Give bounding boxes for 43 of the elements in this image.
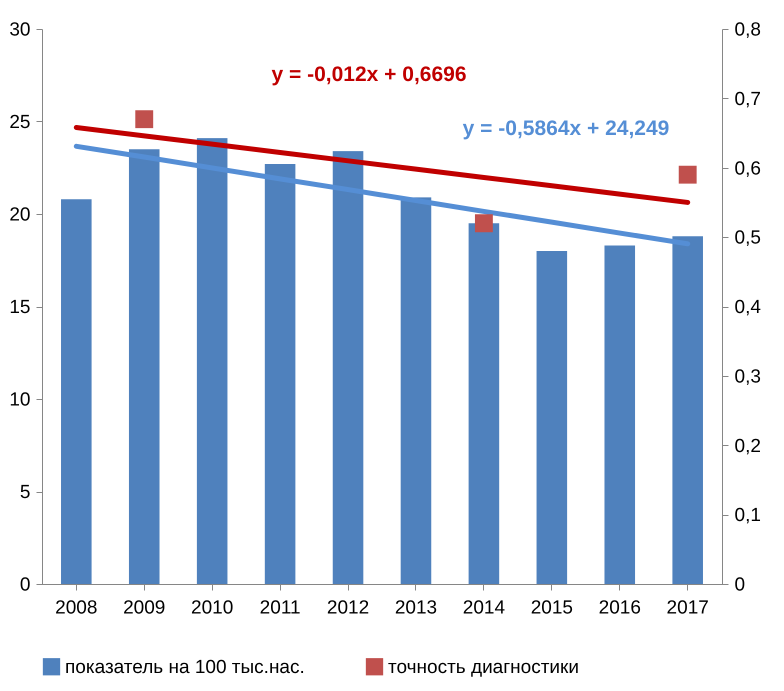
x-tick-label: 2009 [123,598,166,618]
bar [672,236,703,584]
x-tick-label: 2015 [530,598,573,618]
y2-tick-label: 0,5 [734,228,761,249]
x-tick-label: 2008 [55,598,98,618]
y-tick-label: 5 [20,482,30,503]
legend-label: точность диагностики [388,656,579,678]
y-tick-label: 0 [20,574,30,596]
bar [604,245,636,584]
point [678,166,697,184]
x-tick-label: 2016 [598,598,641,618]
y-tick-label: 25 [9,112,30,133]
y2-tick-label: 0,4 [734,297,762,318]
y-tick-label: 15 [9,297,30,318]
bar [332,151,364,584]
y2-tick-label: 0 [734,574,746,596]
bar [536,251,568,584]
y-tick-label: 20 [9,204,30,226]
annotation: y = -0,5864x + 24,249 [462,117,670,140]
y2-tick-label: 0,3 [734,366,761,388]
point [135,110,154,128]
x-tick-label: 2011 [260,598,301,618]
y2-tick-label: 0,8 [734,20,761,40]
y2-tick-label: 0,2 [734,436,761,457]
x-tick-label: 2013 [394,598,438,618]
annotation: y = -0,012x + 0,6696 [272,63,466,86]
y-tick-label: 10 [9,390,30,410]
point [474,214,493,232]
x-tick-label: 2014 [462,598,506,618]
x-tick-label: 2010 [191,598,234,618]
bar [61,199,92,584]
bar [468,223,500,584]
x-tick-label: 2012 [326,598,370,618]
bar [264,164,296,584]
bar [196,138,228,584]
y2-tick-label: 0,1 [734,505,761,526]
legend-label: показатель на 100 тыс.нас. [65,656,305,678]
bar [128,149,160,584]
y2-tick-label: 0,6 [734,158,761,180]
x-tick-label: 2017 [666,598,709,618]
y2-tick-label: 0,7 [734,88,761,110]
bar [400,197,432,584]
y-tick-label: 30 [9,20,30,40]
